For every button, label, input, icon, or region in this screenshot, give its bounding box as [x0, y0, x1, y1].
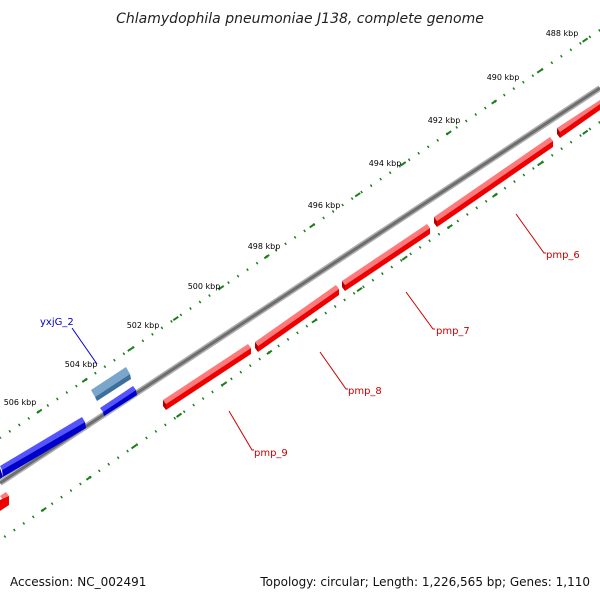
gene-label-pmp-9: pmp_9	[254, 448, 288, 459]
outer-major-tick-0	[582, 37, 589, 43]
inner-major-tick-0	[582, 129, 589, 135]
forward-strand-genes	[0, 367, 137, 479]
inner-major-tick-1	[537, 161, 544, 167]
genome-summary-text: Topology: circular; Length: 1,226,565 bp…	[259, 575, 590, 589]
scale-labels: 488 kbp 490 kbp 492 kbp 494 kbp 496 kbp …	[4, 29, 579, 407]
scale-label-498: 498 kbp	[248, 242, 281, 251]
outer-major-tick-5	[354, 192, 361, 198]
outer-major-tick-8	[218, 285, 225, 291]
outer-major-tick-6	[309, 223, 316, 229]
outer-major-tick-12	[36, 408, 43, 414]
gene-labels: pmp_6 pmp_7 pmp_8 pmp_9 yxjG_2	[40, 250, 580, 459]
inner-major-tick-3	[446, 224, 453, 230]
outer-major-tick-9	[172, 315, 179, 322]
leader-yxjg-2	[71, 327, 98, 365]
inner-major-tick-4	[401, 255, 408, 261]
outer-minor-ticks	[0, 28, 600, 440]
gene-pmp-7-arrow	[342, 224, 430, 291]
gene-forward-small-arrow	[100, 386, 137, 416]
gene-label-pmp-8: pmp_8	[348, 386, 382, 397]
inner-major-tick-5	[356, 286, 363, 293]
gene-pmp-8-arrow	[255, 285, 339, 352]
inner-tick-track	[0, 120, 600, 542]
scale-label-506: 506 kbp	[4, 398, 37, 407]
reverse-strand-genes	[0, 100, 600, 511]
gene-label-pmp-6: pmp_6	[546, 250, 580, 261]
scale-label-496: 496 kbp	[308, 201, 341, 210]
outer-major-tick-7	[263, 254, 270, 260]
scale-label-490: 490 kbp	[487, 73, 520, 82]
gene-partial-right-arrow	[557, 100, 600, 138]
outer-major-tick-11	[81, 377, 88, 383]
gene-pmp-9-arrow	[163, 344, 251, 410]
outer-major-tick-3	[445, 130, 452, 136]
outer-major-tick-2	[491, 99, 498, 105]
gene-label-pmp-7: pmp_7	[436, 326, 470, 337]
inner-major-tick-12	[40, 506, 47, 513]
inner-major-tick-11	[85, 475, 92, 481]
gene-yxjg-2-feature	[91, 367, 131, 401]
label-leader-lines	[71, 213, 546, 451]
inner-major-tick-2	[491, 192, 498, 198]
inner-major-tick-8	[221, 381, 228, 387]
outer-major-tick-1	[536, 68, 543, 74]
outer-major-tick-10	[127, 346, 134, 352]
inner-major-ticks	[40, 129, 589, 513]
gene-forward-large-arrow	[0, 417, 86, 479]
inner-major-tick-9	[176, 412, 183, 418]
gene-pmp-6-arrow	[434, 137, 553, 227]
accession-text: Accession: NC_002491	[10, 575, 146, 589]
genome-backbone	[0, 86, 600, 485]
leader-pmp-9	[228, 410, 254, 451]
gene-label-yxjg-2: yxjG_2	[40, 317, 74, 328]
scale-label-494: 494 kbp	[369, 159, 402, 168]
inner-major-tick-10	[130, 444, 137, 450]
outer-tick-track	[0, 28, 600, 440]
scale-label-492: 492 kbp	[428, 116, 461, 125]
inner-major-tick-7	[266, 349, 273, 355]
leader-pmp-8	[319, 351, 348, 390]
inner-major-tick-6	[311, 318, 318, 324]
leader-pmp-6	[515, 213, 546, 254]
gene-partial-left-arrow	[0, 492, 9, 511]
outer-major-ticks	[36, 37, 589, 414]
scale-label-502: 502 kbp	[127, 321, 160, 330]
map-title: Chlamydophila pneumoniae J138, complete …	[116, 11, 484, 27]
scale-label-488: 488 kbp	[546, 29, 579, 38]
leader-pmp-7	[405, 291, 435, 330]
scale-label-500: 500 kbp	[188, 282, 221, 291]
scale-label-504: 504 kbp	[65, 360, 98, 369]
outer-major-tick-4	[400, 161, 407, 167]
